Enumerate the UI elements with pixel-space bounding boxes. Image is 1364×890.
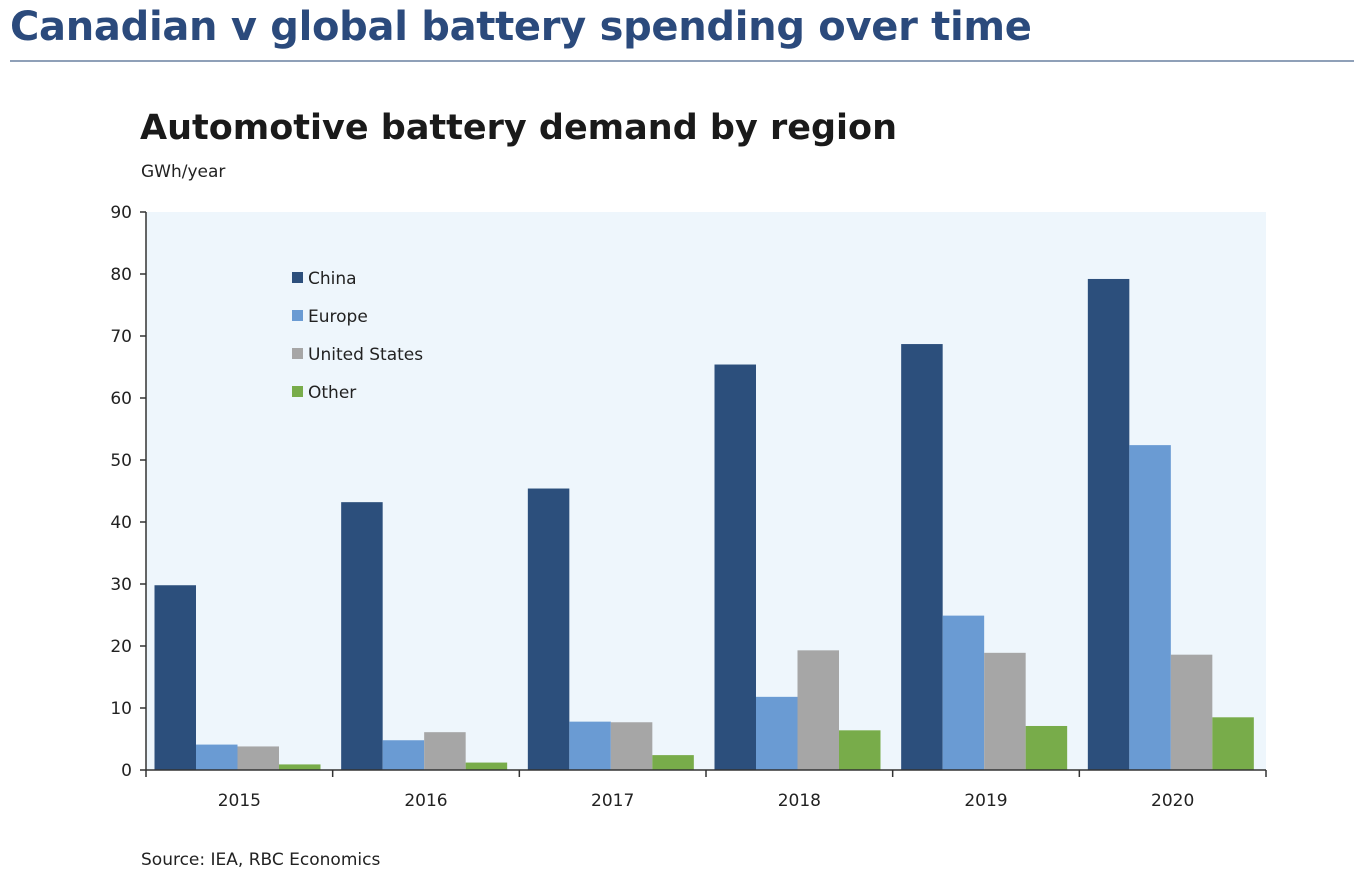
x-tick-label: 2017 [591,791,634,811]
bar-united-states-2018 [797,650,839,770]
y-tick-label: 40 [110,513,132,533]
x-tick-label: 2016 [404,791,447,811]
bar-united-states-2016 [424,732,466,770]
y-tick-label: 60 [110,389,132,409]
x-tick-label: 2020 [1151,791,1194,811]
bar-europe-2020 [1129,445,1171,770]
bar-other-2016 [465,762,508,770]
legend-label: Europe [308,307,368,327]
bar-china-2016 [341,502,383,770]
bar-other-2020 [1212,717,1254,770]
legend: China Europe United States Other [292,269,423,403]
bar-europe-2016 [382,740,425,770]
x-tick-label: 2018 [778,791,821,811]
bar-other-2019 [1025,725,1068,770]
legend-swatch [292,272,303,283]
y-tick-label: 0 [121,761,132,781]
legend-swatch [292,386,303,397]
bar-other-2017 [652,755,694,770]
y-tick-label: 20 [110,637,132,657]
bar-united-states-2019 [984,652,1026,770]
legend-label: China [308,269,357,289]
bar-china-2018 [714,364,756,770]
chart-title: Automotive battery demand by region [140,108,897,148]
source-note: Source: IEA, RBC Economics [141,850,381,870]
legend-swatch [292,310,303,321]
bar-china-2019 [901,344,943,770]
bar-europe-2019 [942,615,985,770]
y-tick-label: 50 [110,451,132,471]
bar-china-2020 [1087,278,1130,770]
bar-europe-2018 [756,696,798,770]
bars [154,278,1254,770]
bar-other-2018 [839,730,881,770]
bar-europe-2015 [196,744,238,770]
bar-united-states-2020 [1170,654,1213,770]
axes: 0 10 20 30 40 50 60 70 80 90 2015 2016 2017 2018 2019 2… [110,203,1267,811]
bar-united-states-2017 [610,722,653,770]
x-tick-label: 2019 [964,791,1007,811]
title-divider [10,60,1354,62]
bar-other-2015 [279,764,321,770]
bar-united-states-2015 [237,746,279,770]
y-tick-label: 10 [110,699,132,719]
bar-china-2015 [154,585,196,770]
y-tick-label: 90 [110,203,132,223]
y-tick-label: 70 [110,327,132,347]
bar-europe-2017 [569,721,611,770]
y-tick-label: 80 [110,265,132,285]
bar-china-2017 [527,488,570,770]
x-tick-label: 2015 [218,791,261,811]
plot-background [146,212,1266,770]
slide-title: Canadian v global battery spending over … [10,4,1032,50]
plot-area [146,212,1266,770]
y-tick-label: 30 [110,575,132,595]
legend-label: United States [308,345,423,365]
legend-label: Other [308,383,356,403]
legend-swatch [292,348,303,359]
y-axis-unit-label: GWh/year [141,162,226,182]
